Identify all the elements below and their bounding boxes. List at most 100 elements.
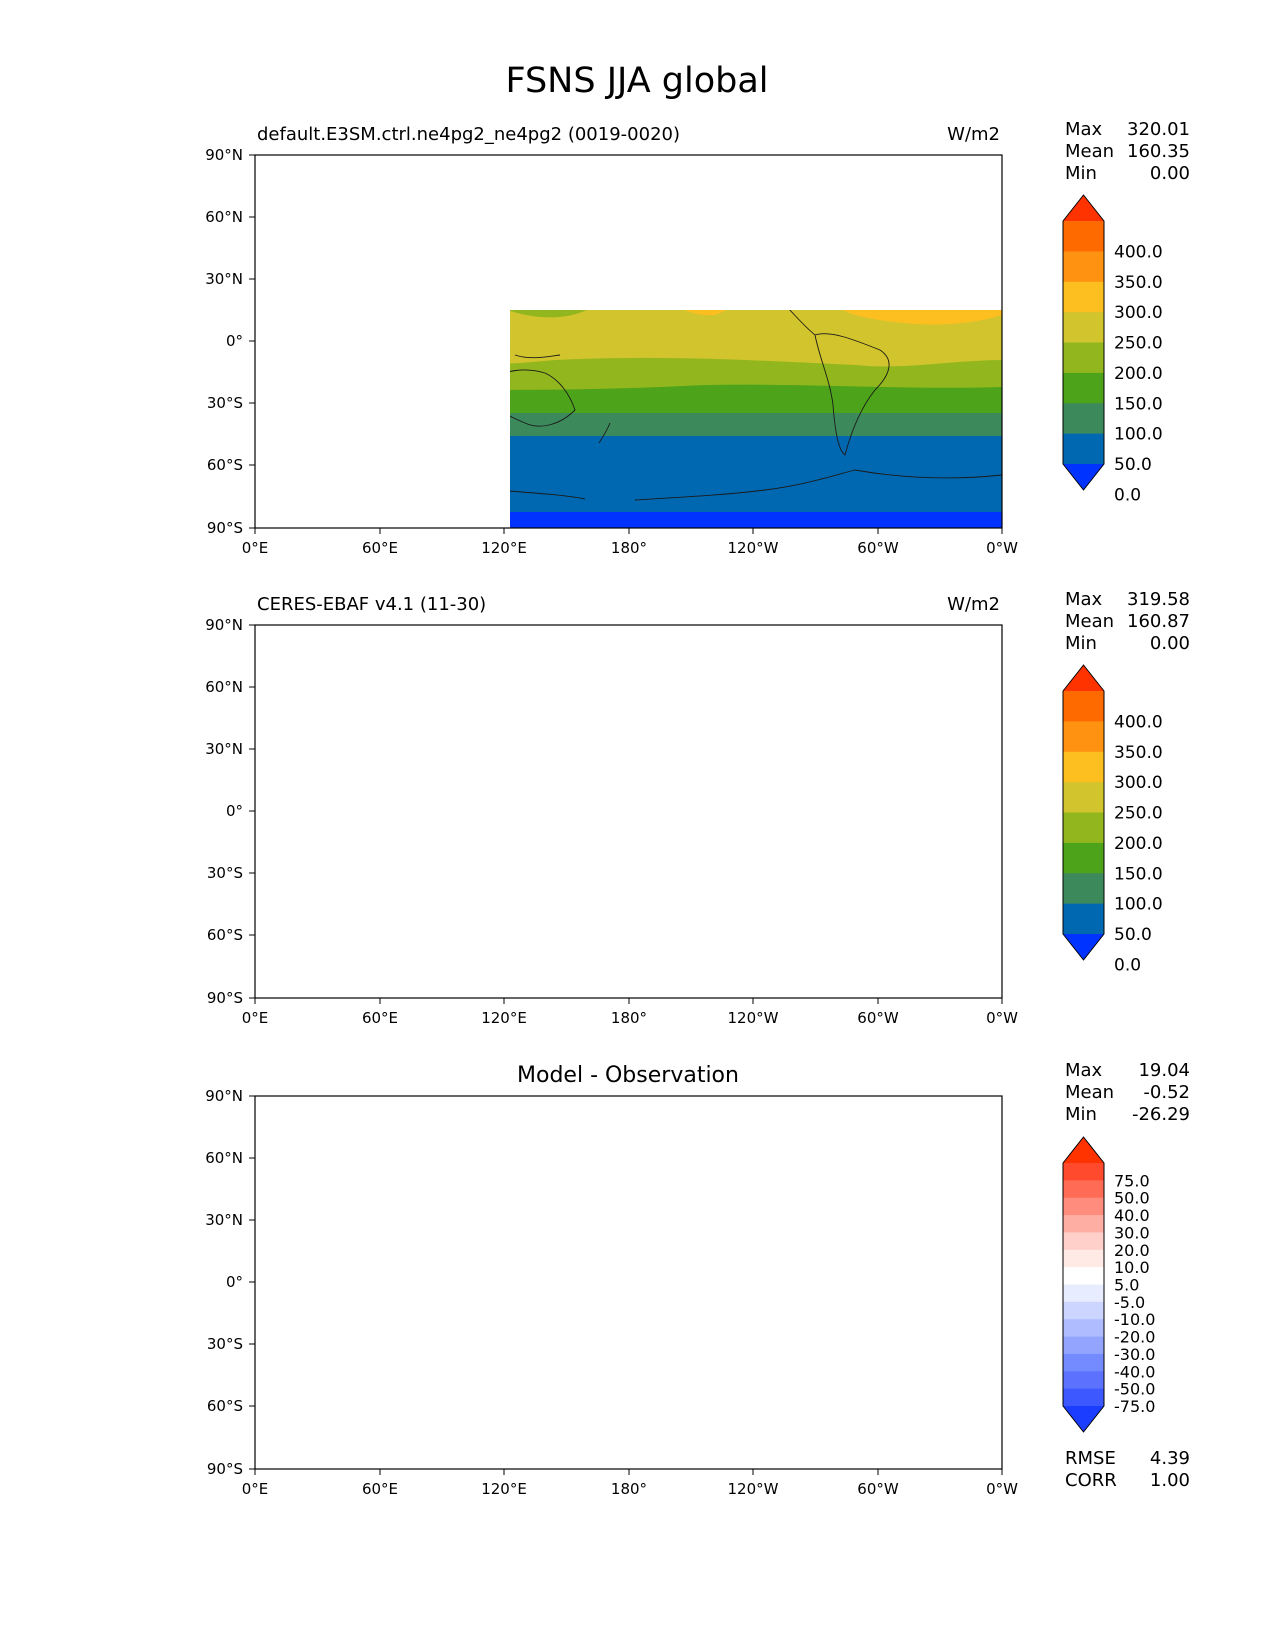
stat-label: Mean (1065, 611, 1114, 632)
lon-tick-label: 60°E (362, 1480, 398, 1498)
colorbar-tick-label: 400.0 (1114, 242, 1163, 262)
lon-tick-label: 0°W (986, 539, 1018, 557)
stat-label: Max (1065, 1060, 1103, 1081)
colorbar-diff: 75.050.040.030.020.010.05.0-5.0-10.0-20.… (1062, 1136, 1155, 1433)
stat-value: 320.01 (1127, 119, 1190, 140)
colorbar-tick-label: 75.0 (1114, 1171, 1150, 1190)
stat-value: 0.00 (1150, 633, 1190, 654)
map-obs (255, 625, 1002, 998)
colorbar-segment (1063, 433, 1104, 465)
lon-tick-label: 180° (611, 1480, 647, 1498)
lat-tick-label: 60°N (205, 1149, 243, 1167)
stat-label: Min (1065, 1104, 1097, 1125)
corr-label: CORR (1065, 1470, 1117, 1491)
panel-model-units: W/m2 (947, 124, 1000, 145)
lon-tick-label: 120°W (728, 1480, 779, 1498)
colorbar-segment (1063, 1336, 1104, 1355)
colorbar-tick-label: -5.0 (1114, 1293, 1145, 1312)
colorbar-segment (1063, 1301, 1104, 1320)
panel-model-title: default.E3SM.ctrl.ne4pg2_ne4pg2 (0019-00… (257, 124, 680, 145)
panel-obs-stats: Max 319.58 Mean 160.87 Min 0.00 (1065, 589, 1190, 654)
lon-tick-label: 180° (611, 1009, 647, 1027)
colorbar-tick-label: 0.0 (1114, 485, 1141, 505)
lat-tick-label: 30°N (205, 740, 243, 758)
colorbar-segment (1063, 1388, 1104, 1407)
colorbar-extend-bottom (1063, 464, 1104, 490)
colorbar-segment (1063, 1232, 1104, 1251)
lat-tick-label: 90°S (207, 519, 243, 537)
lat-tick-label: 90°N (205, 616, 243, 634)
colorbar-segment (1063, 903, 1104, 935)
colorbar-obs: 400.0 350.0 300.0 250.0 200.0 150.0 100.0 50.0 0… (1062, 664, 1163, 975)
lat-tick-label: 90°N (205, 1087, 243, 1105)
lon-tick-label: 60°W (857, 1480, 899, 1498)
colorbar-segment (1063, 873, 1104, 905)
panel-diff: Model - Observation 90°N (205, 1060, 1190, 1498)
colorbar-segment (1063, 1371, 1104, 1390)
lon-tick-label: 60°W (857, 539, 899, 557)
lat-tick-label: 30°N (205, 1211, 243, 1229)
panel-obs-lon-axis: 0°E 60°E 120°E 180° 120°W 60°W 0°W (242, 998, 1018, 1027)
colorbar-outline (1062, 664, 1105, 961)
colorbar-tick-label: -10.0 (1114, 1310, 1155, 1329)
colorbar-segment (1063, 782, 1104, 813)
stat-label: Min (1065, 163, 1097, 184)
panel-obs-units: W/m2 (947, 594, 1000, 615)
lon-tick-label: 180° (611, 539, 647, 557)
panel-diff-title: Model - Observation (517, 1063, 739, 1088)
colorbar-tick-label: -75.0 (1114, 1397, 1155, 1416)
lat-tick-label: 90°S (207, 1460, 243, 1478)
colorbar-segment (1063, 221, 1104, 252)
lat-tick-label: 60°N (205, 208, 243, 226)
colorbar-tick-label: 100.0 (1114, 895, 1163, 915)
colorbar-extend-bottom (1063, 1406, 1104, 1432)
stat-label: Mean (1065, 141, 1114, 162)
colorbar-segment (1063, 721, 1104, 753)
colorbar-tick-label: -20.0 (1114, 1328, 1155, 1347)
colorbar-outline (1062, 1136, 1105, 1433)
colorbar-tick-label: 10.0 (1114, 1258, 1150, 1277)
lat-tick-label: 60°S (207, 1397, 243, 1415)
colorbar-segment (1063, 1284, 1104, 1303)
panel-obs: CERES-EBAF v4.1 (11-30) W/m2 90°N (205, 589, 1190, 1027)
lon-tick-label: 120°W (728, 1009, 779, 1027)
colorbar-segment (1063, 342, 1104, 374)
colorbar-tick-label: 350.0 (1114, 743, 1163, 763)
panel-model-lon-axis: 0°E 60°E 120°E 180° 120°W 60°W 0°W (242, 528, 1018, 557)
stat-value: 0.00 (1150, 163, 1190, 184)
colorbar-tick-label: 300.0 (1114, 303, 1163, 323)
panel-model-lat-axis: 90°N 60°N 30°N 0° 30°S 60°S 90°S (205, 146, 255, 537)
lat-tick-label: 0° (226, 1273, 243, 1291)
rmse-value: 4.39 (1150, 1448, 1190, 1469)
colorbar-tick-label: 150.0 (1114, 864, 1163, 884)
colorbar-tick-label: 300.0 (1114, 773, 1163, 793)
stat-label: Min (1065, 633, 1097, 654)
colorbar-tick-label: 30.0 (1114, 1223, 1150, 1242)
colorbar-segment (1063, 372, 1104, 404)
colorbar-segment (1063, 1353, 1104, 1372)
colorbar-segment (1063, 1180, 1104, 1199)
colorbar-segment (1063, 1215, 1104, 1233)
colorbar-extend-top (1063, 665, 1104, 691)
lon-tick-label: 0°E (242, 1480, 269, 1498)
colorbar-segment (1063, 1249, 1104, 1268)
lat-tick-label: 30°S (207, 1335, 243, 1353)
stat-value: -26.29 (1132, 1104, 1190, 1125)
colorbar-segment (1063, 312, 1104, 343)
stat-value: 160.35 (1127, 141, 1190, 162)
colorbar-tick-label: -30.0 (1114, 1345, 1155, 1364)
colorbar-tick-label: 20.0 (1114, 1241, 1150, 1260)
colorbar-segment (1063, 251, 1104, 283)
rmse-label: RMSE (1065, 1448, 1116, 1469)
figure-title: FSNS JJA global (505, 61, 768, 101)
colorbar-outline (1062, 194, 1105, 491)
colorbar-tick-label: 50.0 (1114, 925, 1152, 945)
lon-tick-label: 0°E (242, 1009, 269, 1027)
colorbar-tick-label: 50.0 (1114, 455, 1152, 475)
colorbar-extend-bottom (1063, 934, 1104, 960)
lon-tick-label: 0°E (242, 539, 269, 557)
colorbar-tick-label: 150.0 (1114, 394, 1163, 414)
panel-diff-stats: Max 19.04 Mean -0.52 Min -26.29 RMSE 4.3… (1065, 1060, 1190, 1491)
colorbar-tick-label: 50.0 (1114, 1189, 1150, 1208)
colorbar-tick-label: 400.0 (1114, 712, 1163, 732)
